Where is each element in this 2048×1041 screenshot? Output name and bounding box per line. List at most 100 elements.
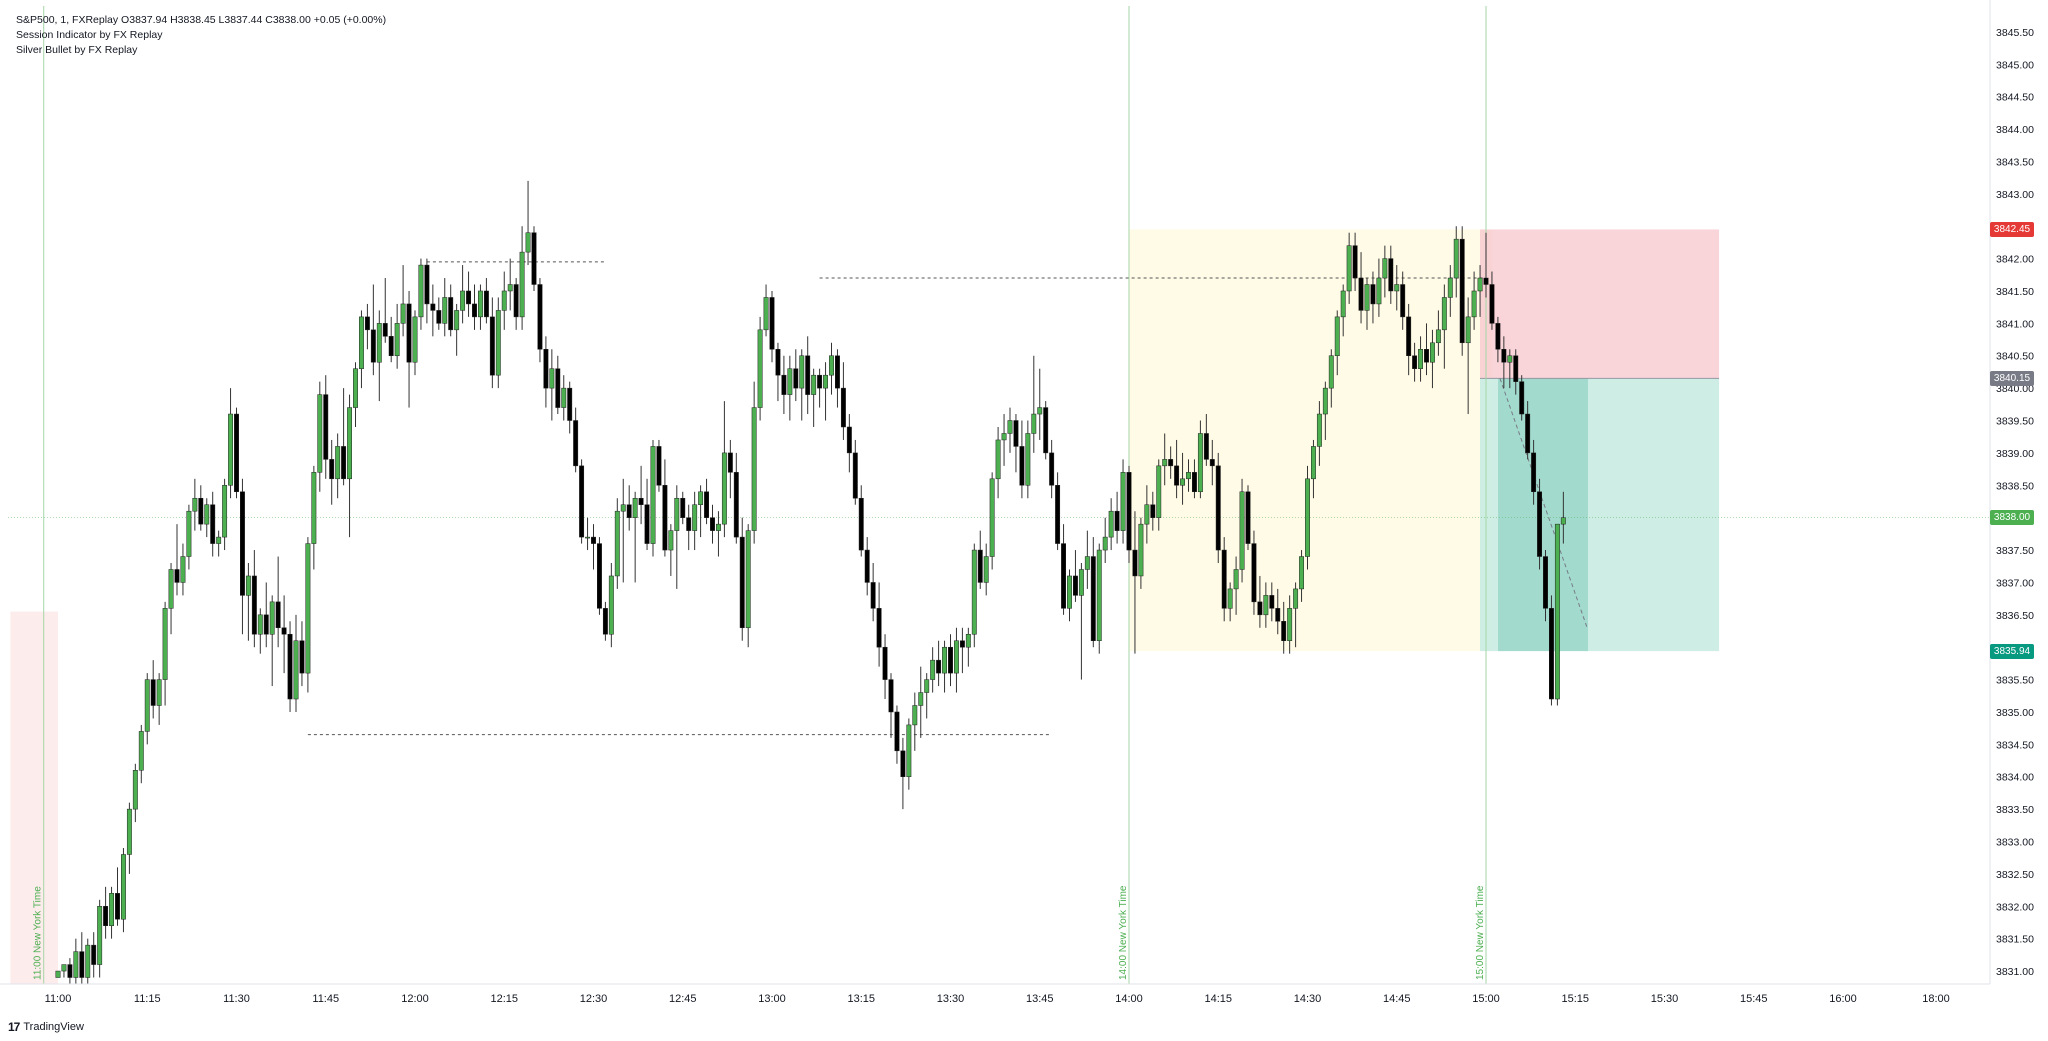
candle[interactable] xyxy=(924,673,930,719)
candle[interactable] xyxy=(317,381,323,492)
candle[interactable] xyxy=(1037,368,1043,440)
candle[interactable] xyxy=(531,226,537,291)
candle[interactable] xyxy=(1138,517,1144,589)
candle[interactable] xyxy=(240,478,245,635)
candle[interactable] xyxy=(85,938,91,984)
candle[interactable] xyxy=(1078,563,1084,680)
candle[interactable] xyxy=(1435,310,1441,356)
candle[interactable] xyxy=(1340,284,1346,337)
candle[interactable] xyxy=(1013,414,1019,473)
candle[interactable] xyxy=(1162,433,1168,486)
candle[interactable] xyxy=(1305,465,1310,570)
candle[interactable] xyxy=(186,504,192,570)
candle[interactable] xyxy=(644,478,650,551)
candle[interactable] xyxy=(126,802,132,874)
candle[interactable] xyxy=(79,932,85,984)
candle[interactable] xyxy=(1096,543,1102,654)
candle[interactable] xyxy=(525,180,531,266)
candle[interactable] xyxy=(263,582,269,648)
candle[interactable] xyxy=(829,342,834,395)
candle[interactable] xyxy=(823,362,828,421)
candle[interactable] xyxy=(597,537,602,615)
candle[interactable] xyxy=(614,498,620,589)
candle[interactable] xyxy=(1549,595,1554,706)
candle[interactable] xyxy=(1471,271,1477,330)
candle[interactable] xyxy=(1019,420,1025,499)
candle[interactable] xyxy=(501,271,507,330)
candle[interactable] xyxy=(1412,342,1418,382)
candle[interactable] xyxy=(900,737,906,810)
candle[interactable] xyxy=(1227,582,1233,622)
candle[interactable] xyxy=(364,303,370,350)
candle[interactable] xyxy=(287,621,293,712)
candle[interactable] xyxy=(864,537,870,596)
candle[interactable] xyxy=(1495,316,1501,363)
candle[interactable] xyxy=(180,543,186,596)
candle[interactable] xyxy=(537,278,543,363)
candle[interactable] xyxy=(472,284,477,330)
candle[interactable] xyxy=(418,258,424,330)
candle[interactable] xyxy=(1031,355,1037,453)
candle[interactable] xyxy=(442,278,448,337)
candle[interactable] xyxy=(1132,511,1138,654)
candle[interactable] xyxy=(1233,556,1239,615)
candle[interactable] xyxy=(216,530,222,557)
candle[interactable] xyxy=(513,278,519,330)
candle[interactable] xyxy=(305,537,311,693)
candle[interactable] xyxy=(912,692,918,751)
candle[interactable] xyxy=(906,718,912,790)
candle[interactable] xyxy=(519,226,525,330)
candle[interactable] xyxy=(1430,329,1435,389)
candle[interactable] xyxy=(852,439,858,505)
candle[interactable] xyxy=(781,355,787,415)
candle[interactable] xyxy=(448,284,454,337)
candle[interactable] xyxy=(936,640,942,687)
candle[interactable] xyxy=(632,491,638,583)
candle[interactable] xyxy=(1465,297,1471,415)
candle[interactable] xyxy=(1257,575,1263,628)
candle[interactable] xyxy=(716,511,721,557)
candle[interactable] xyxy=(1543,550,1548,622)
candle[interactable] xyxy=(1364,278,1370,330)
candle[interactable] xyxy=(198,485,204,531)
candle[interactable] xyxy=(710,504,715,544)
candle[interactable] xyxy=(1174,439,1180,499)
candle[interactable] xyxy=(894,705,900,764)
candle[interactable] xyxy=(281,595,287,674)
candle[interactable] xyxy=(918,666,924,738)
candle[interactable] xyxy=(626,485,632,531)
candle[interactable] xyxy=(400,265,406,337)
candle[interactable] xyxy=(787,355,793,421)
candle[interactable] xyxy=(1192,459,1197,499)
candle[interactable] xyxy=(1007,407,1013,453)
candle[interactable] xyxy=(347,394,353,538)
candle[interactable] xyxy=(424,258,430,324)
candle[interactable] xyxy=(775,342,781,402)
candle[interactable] xyxy=(721,401,727,538)
candle[interactable] xyxy=(436,297,442,330)
candle[interactable] xyxy=(1328,349,1334,408)
candle[interactable] xyxy=(1114,491,1120,544)
candle[interactable] xyxy=(579,459,585,544)
candle[interactable] xyxy=(1400,271,1406,330)
candle[interactable] xyxy=(1275,588,1281,635)
candle[interactable] xyxy=(995,426,1001,499)
candle[interactable] xyxy=(591,524,596,570)
candle[interactable] xyxy=(257,608,263,654)
candle[interactable] xyxy=(1322,381,1328,440)
indicator-silver-bullet[interactable]: Silver Bullet by FX Replay xyxy=(16,44,138,56)
candle[interactable] xyxy=(1186,459,1191,492)
candle[interactable] xyxy=(751,381,757,544)
candle[interactable] xyxy=(727,439,733,499)
candle[interactable] xyxy=(1477,265,1483,317)
candle[interactable] xyxy=(1560,491,1566,544)
candle[interactable] xyxy=(1221,537,1227,622)
candle[interactable] xyxy=(228,388,234,499)
candle[interactable] xyxy=(650,439,656,557)
candle[interactable] xyxy=(585,517,590,551)
candle[interactable] xyxy=(971,543,977,648)
candle[interactable] xyxy=(1447,265,1453,317)
candle[interactable] xyxy=(454,303,460,356)
candle[interactable] xyxy=(858,485,864,557)
